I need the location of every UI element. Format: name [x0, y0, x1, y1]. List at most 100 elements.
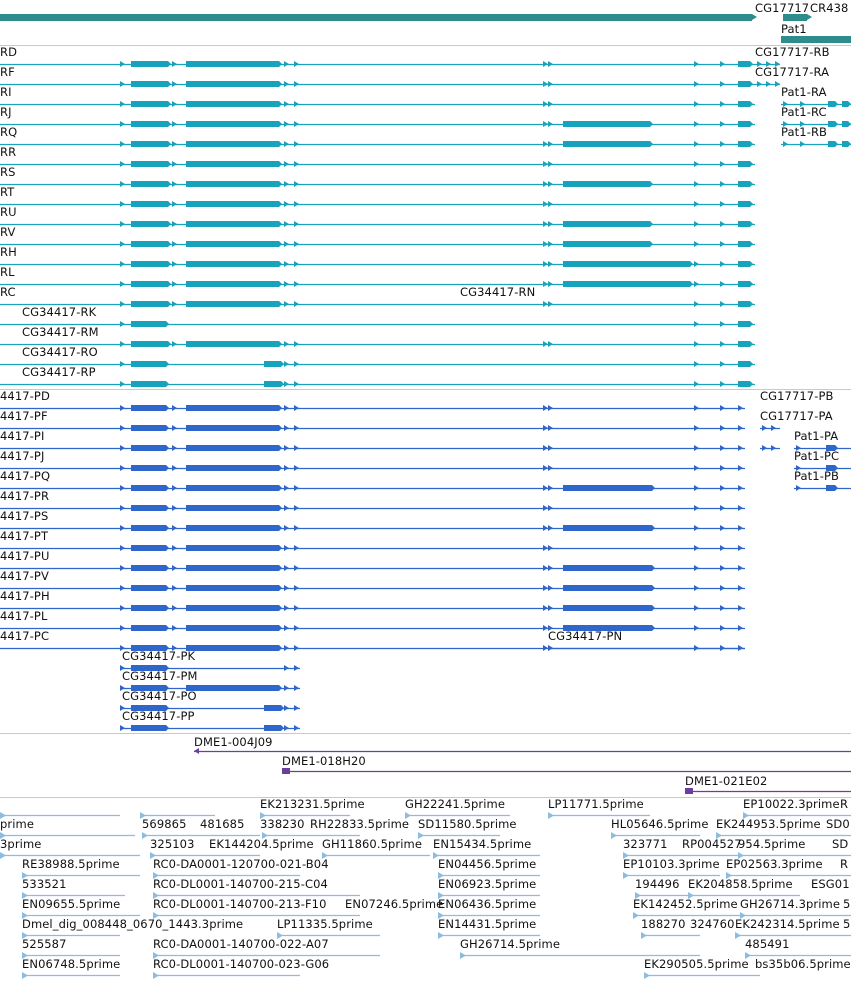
clone-label[interactable]: DME1-021E02: [685, 774, 768, 788]
transcript-label[interactable]: RU: [0, 205, 17, 219]
est-label[interactable]: RC0-DL0001-140700-023-G06: [153, 957, 330, 971]
transcript-label[interactable]: RL: [0, 265, 15, 279]
est-label[interactable]: RH22833.5prime: [310, 817, 410, 831]
protein-label[interactable]: Pat1-PC: [794, 449, 840, 463]
est-label[interactable]: EK290505.5prime: [644, 957, 749, 971]
est-label[interactable]: 188270: [641, 917, 686, 931]
est-label[interactable]: 481685: [200, 817, 245, 831]
est-label[interactable]: EK244953.5prime: [716, 817, 821, 831]
gene-label-cr438[interactable]: CR438: [810, 1, 849, 15]
est-label[interactable]: RC0-DL0001-140700-215-C04: [153, 877, 328, 891]
est-label[interactable]: RC0-DA0001-120700-021-B04: [153, 857, 329, 871]
transcript-label[interactable]: RJ: [0, 105, 12, 119]
est-label[interactable]: 525587: [22, 937, 67, 951]
est-label[interactable]: EN04456.5prime: [438, 857, 537, 871]
est-label[interactable]: R: [840, 797, 849, 811]
est-label[interactable]: EN06923.5prime: [438, 877, 537, 891]
protein-label[interactable]: 4417-PQ: [0, 469, 51, 483]
est-label[interactable]: 954.5prime: [738, 837, 806, 851]
protein-label[interactable]: 4417-PF: [0, 409, 48, 423]
gene-label-pat1[interactable]: Pat1: [781, 22, 807, 36]
est-label[interactable]: 5: [843, 897, 851, 911]
est-label[interactable]: 5: [843, 917, 851, 931]
est-label[interactable]: 533521: [22, 877, 67, 891]
est-label[interactable]: EN07246.5prime: [345, 897, 444, 911]
transcript-label[interactable]: Pat1-RC: [781, 105, 827, 119]
transcript-label[interactable]: RR: [0, 145, 17, 159]
est-label[interactable]: RE38988.5prime: [22, 857, 120, 871]
protein-label[interactable]: 4417-PD: [0, 389, 50, 403]
est-label[interactable]: EN15434.5prime: [433, 837, 532, 851]
transcript-label[interactable]: RI: [0, 85, 12, 99]
protein-label[interactable]: Pat1-PA: [794, 429, 839, 443]
est-label[interactable]: Dmel_dig_008448_0670_1443.3prime: [22, 917, 244, 931]
est-label[interactable]: ESG01: [811, 877, 850, 891]
est-label[interactable]: EK142452.5prime: [633, 897, 738, 911]
transcript-label[interactable]: RV: [0, 225, 16, 239]
est-label[interactable]: EP10103.3prime: [623, 857, 720, 871]
est-label[interactable]: EK144204.5prime: [209, 837, 314, 851]
est-label[interactable]: EK242314.5prime: [735, 917, 840, 931]
est-label[interactable]: EK204858.5prime: [688, 877, 793, 891]
est-label[interactable]: 338230: [260, 817, 305, 831]
protein-label[interactable]: CG34417-PP: [122, 709, 195, 723]
est-label[interactable]: EK213231.5prime: [260, 797, 365, 811]
est-label[interactable]: EP10022.3prime: [743, 797, 840, 811]
protein-label[interactable]: CG17717-PA: [760, 409, 833, 423]
est-label[interactable]: RC0-DA0001-140700-022-A07: [153, 937, 329, 951]
est-label[interactable]: GH22241.5prime: [405, 797, 506, 811]
transcript-label[interactable]: CG34417-RP: [22, 365, 96, 379]
est-label[interactable]: HL05646.5prime: [611, 817, 709, 831]
protein-label[interactable]: CG34417-PK: [122, 649, 196, 663]
est-label[interactable]: EN09655.5prime: [22, 897, 121, 911]
transcript-label[interactable]: CG34417-RO: [22, 345, 98, 359]
transcript-label[interactable]: RD: [0, 45, 18, 59]
est-label[interactable]: EP02563.3prime: [726, 857, 823, 871]
transcript-label[interactable]: CG34417-RK: [22, 305, 97, 319]
est-label[interactable]: 323771: [623, 837, 668, 851]
est-label[interactable]: 485491: [745, 937, 790, 951]
protein-label[interactable]: 4417-PU: [0, 549, 50, 563]
protein-label[interactable]: 4417-PI: [0, 429, 45, 443]
transcript-label[interactable]: Pat1-RB: [781, 125, 828, 139]
est-label[interactable]: LP11771.5prime: [548, 797, 644, 811]
est-label[interactable]: GH26714.3prime: [740, 897, 841, 911]
transcript-label[interactable]: RC: [0, 285, 16, 299]
est-label[interactable]: bs35b06.5prime: [755, 957, 851, 971]
protein-label[interactable]: CG17717-PB: [760, 389, 834, 403]
transcript-label[interactable]: CG34417-RN: [460, 285, 536, 299]
gene-label-cg17717[interactable]: CG17717: [755, 1, 810, 15]
est-label[interactable]: 325103: [150, 837, 195, 851]
est-label[interactable]: 194496: [635, 877, 680, 891]
est-label[interactable]: R: [840, 857, 849, 871]
clone-label[interactable]: DME1-004J09: [194, 735, 273, 749]
protein-label[interactable]: 4417-PT: [0, 529, 49, 543]
est-label[interactable]: 3prime: [0, 837, 42, 851]
transcript-label[interactable]: RH: [0, 245, 17, 259]
protein-label[interactable]: CG34417-PM: [122, 669, 198, 683]
protein-label[interactable]: 4417-PL: [0, 609, 48, 623]
protein-label[interactable]: 4417-PJ: [0, 449, 45, 463]
protein-label[interactable]: 4417-PS: [0, 509, 49, 523]
est-label[interactable]: GH11860.5prime: [322, 837, 423, 851]
est-label[interactable]: RP004527: [682, 837, 742, 851]
protein-label[interactable]: Pat1-PB: [794, 469, 839, 483]
clone-label[interactable]: DME1-018H20: [282, 754, 366, 768]
est-label[interactable]: 569865: [142, 817, 187, 831]
protein-label[interactable]: 4417-PC: [0, 629, 50, 643]
transcript-label[interactable]: CG34417-RM: [22, 325, 99, 339]
est-label[interactable]: GH26714.5prime: [460, 937, 561, 951]
protein-label[interactable]: CG34417-PO: [122, 689, 197, 703]
protein-label[interactable]: CG34417-PN: [548, 629, 623, 643]
est-label[interactable]: EN06748.5prime: [22, 957, 121, 971]
transcript-label[interactable]: Pat1-RA: [781, 85, 827, 99]
transcript-label[interactable]: CG17717-RA: [755, 65, 830, 79]
transcript-label[interactable]: RQ: [0, 125, 18, 139]
est-label[interactable]: EN14431.5prime: [438, 917, 537, 931]
transcript-label[interactable]: RT: [0, 185, 15, 199]
est-label[interactable]: SD11580.5prime: [418, 817, 517, 831]
transcript-label[interactable]: RF: [0, 65, 15, 79]
protein-label[interactable]: 4417-PH: [0, 589, 50, 603]
